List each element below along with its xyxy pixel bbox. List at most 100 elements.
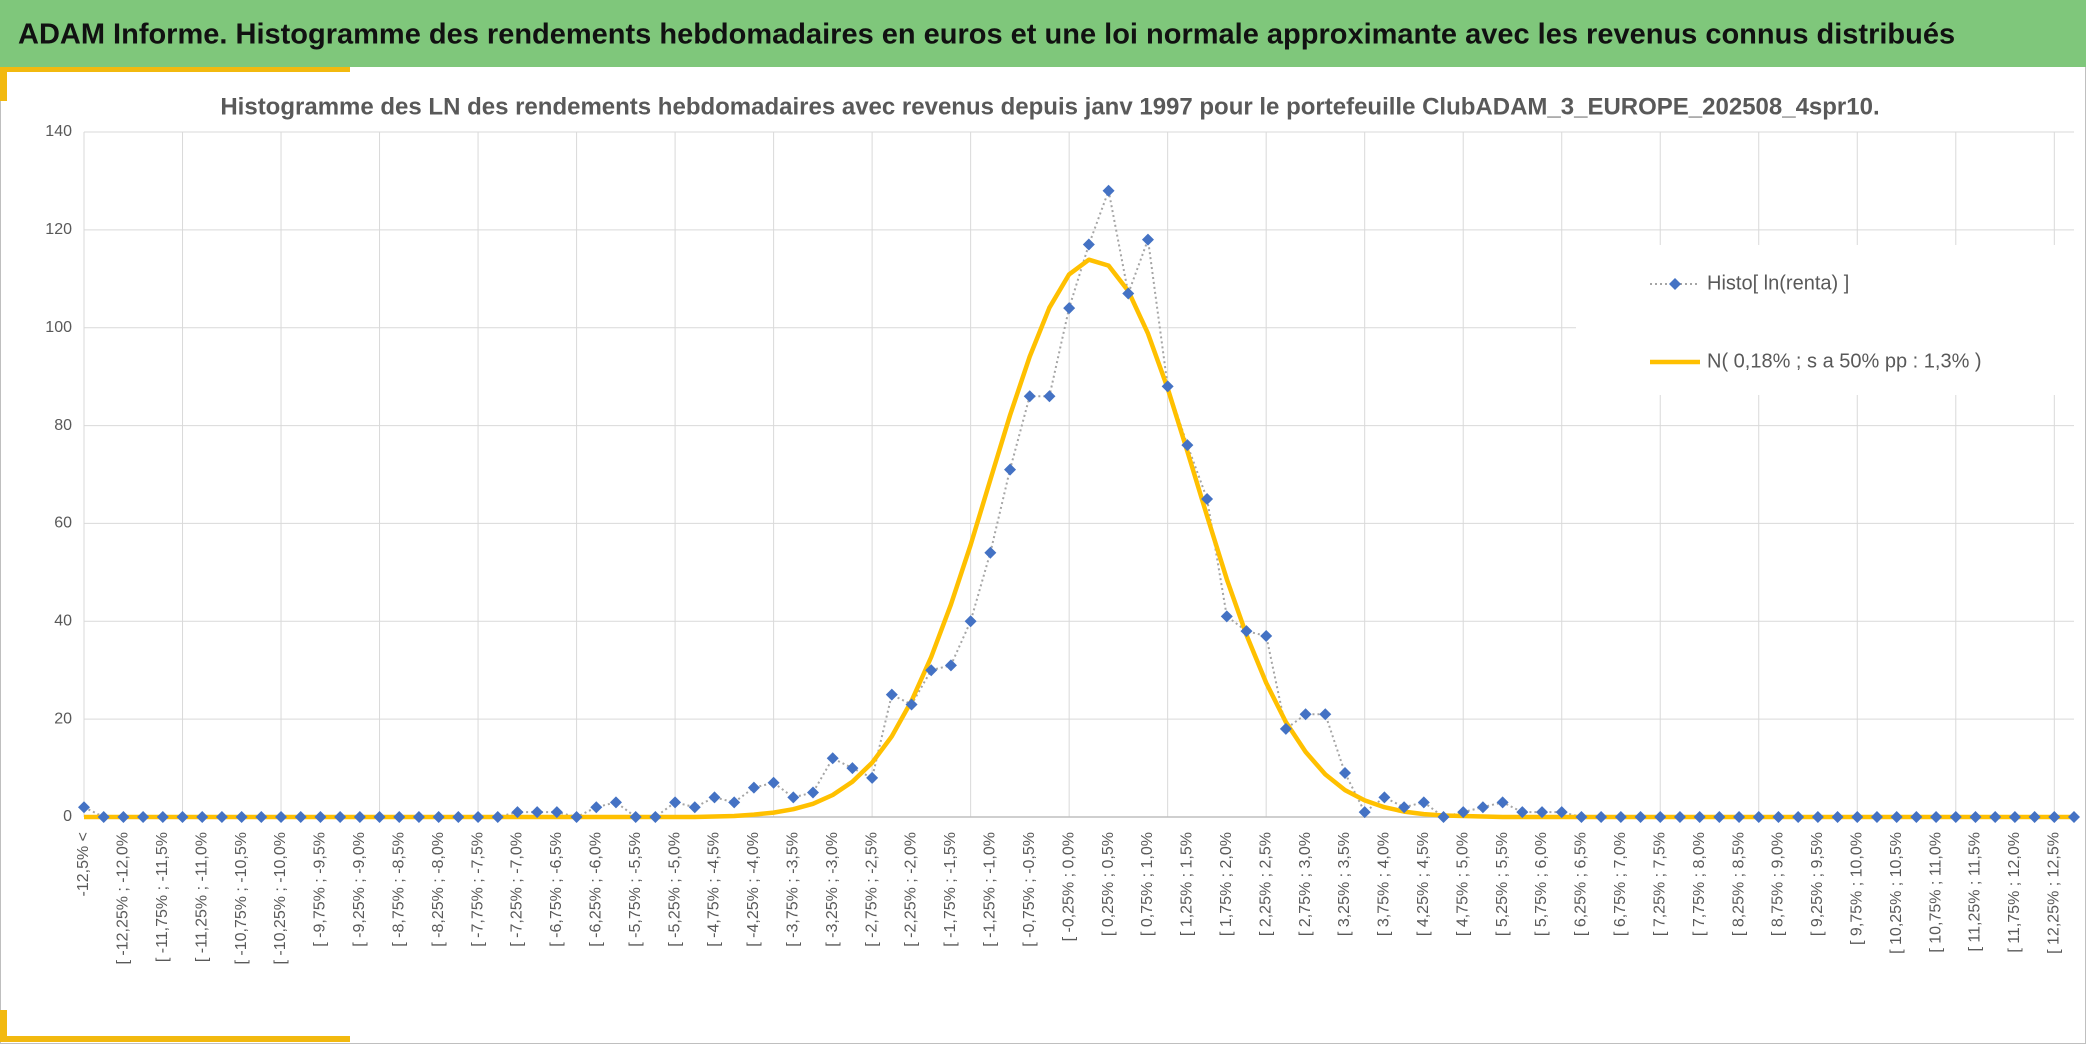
data-point: [964, 615, 977, 628]
data-point: [275, 811, 288, 823]
x-tick-label: [ 9,75% ; 10,0%: [1848, 832, 1865, 945]
y-tick-label: 20: [54, 710, 72, 727]
data-point: [117, 811, 130, 823]
x-tick-label: [ 2,75% ; 3,0%: [1297, 832, 1314, 936]
data-point: [747, 781, 760, 794]
y-tick-label: 0: [63, 808, 72, 825]
data-point: [78, 801, 90, 814]
data-point: [1930, 811, 1943, 823]
x-tick-label: [ 5,25% ; 5,5%: [1494, 832, 1511, 936]
data-point: [432, 811, 445, 823]
data-point: [156, 811, 169, 823]
data-point: [609, 796, 622, 809]
data-point: [1733, 811, 1746, 823]
data-point: [1437, 811, 1450, 823]
x-tick-label: [ 7,75% ; 8,0%: [1691, 832, 1708, 936]
x-tick-label: [ -3,25% ; -3,0%: [824, 832, 841, 947]
data-point: [176, 811, 189, 823]
data-point: [708, 791, 721, 804]
data-point: [905, 698, 918, 711]
x-tick-label: [ -10,75% ; -10,5%: [233, 832, 250, 965]
x-tick-label: [ -2,75% ; -2,5%: [863, 832, 880, 947]
data-point: [649, 811, 662, 823]
data-point: [215, 811, 228, 823]
data-point: [531, 806, 544, 819]
data-point: [2008, 811, 2021, 823]
data-point: [2028, 811, 2041, 823]
x-tick-label: [ -6,25% ; -6,0%: [587, 832, 604, 947]
data-point: [1890, 811, 1903, 823]
data-point: [1713, 811, 1726, 823]
data-point: [1043, 390, 1056, 403]
x-tick-label: [ -3,75% ; -3,5%: [785, 832, 802, 947]
x-tick-label: [ 6,75% ; 7,0%: [1612, 832, 1629, 936]
data-point: [235, 811, 248, 823]
data-point: [1575, 811, 1588, 823]
data-point: [688, 801, 701, 814]
data-point: [1319, 708, 1332, 721]
x-tick-label: [ 1,25% ; 1,5%: [1179, 832, 1196, 936]
data-point: [1693, 811, 1706, 823]
x-tick-label: [ 4,25% ; 4,5%: [1415, 832, 1432, 936]
data-point: [452, 811, 465, 823]
data-point: [137, 811, 150, 823]
x-tick-label: [ 8,25% ; 8,5%: [1730, 832, 1747, 936]
data-point: [570, 811, 583, 823]
data-point: [1358, 806, 1371, 819]
data-point: [1555, 806, 1568, 819]
data-point: [353, 811, 366, 823]
data-point: [1023, 390, 1036, 403]
data-point: [1181, 439, 1194, 452]
x-tick-label: [ 9,25% ; 9,5%: [1809, 832, 1826, 936]
grid: [83, 131, 2074, 818]
x-tick-label: [ 8,75% ; 9,0%: [1770, 832, 1787, 936]
data-point: [1063, 302, 1076, 315]
data-point: [1654, 811, 1667, 823]
x-tick-label: [ 10,25% ; 10,5%: [1888, 832, 1905, 954]
data-point: [1417, 796, 1430, 809]
data-point: [1201, 492, 1214, 505]
accent: [0, 1036, 350, 1042]
data-point: [728, 796, 741, 809]
plot: Histo[ ln(renta) ] N( 0,18% ; s a 50% pp …: [78, 184, 2080, 823]
data-point: [1536, 806, 1549, 819]
y-tick-label: 140: [45, 123, 72, 140]
x-tick-label: [ -2,25% ; -2,0%: [903, 832, 920, 947]
data-point: [866, 771, 879, 784]
data-point: [1634, 811, 1647, 823]
data-point: [1831, 811, 1844, 823]
data-point: [1004, 463, 1017, 476]
data-point: [590, 801, 603, 814]
x-tick-label: [ 11,75% ; 12,0%: [2006, 832, 2023, 953]
data-point: [1279, 722, 1292, 735]
data-point: [491, 811, 504, 823]
data-point: [255, 811, 268, 823]
data-point: [984, 546, 997, 559]
data-point: [1673, 811, 1686, 823]
data-point: [1299, 708, 1312, 721]
x-tick-label: [ 7,25% ; 7,5%: [1651, 832, 1668, 936]
page-title: ADAM Informe. Histogramme des rendements…: [18, 19, 1955, 51]
x-tick-label: [ 12,25% ; 12,5%: [2046, 832, 2063, 954]
data-point: [629, 811, 642, 823]
x-tick-label: [ 11,25% ; 11,5%: [1967, 832, 1984, 951]
x-tick-label: [ -7,75% ; -7,5%: [469, 832, 486, 947]
data-point: [373, 811, 386, 823]
x-tick-label: [ 5,75% ; 6,0%: [1533, 832, 1550, 936]
legend-marker: [1669, 278, 1681, 290]
data-point: [472, 811, 485, 823]
x-tick-label: -12,5% <: [75, 832, 92, 896]
data-point: [885, 688, 898, 701]
data-point: [1969, 811, 1982, 823]
data-point: [196, 811, 209, 823]
data-point: [294, 811, 307, 823]
y-tick-label: 60: [54, 515, 72, 532]
data-point: [1772, 811, 1785, 823]
data-point: [1161, 380, 1174, 393]
x-tick-label: [ -7,25% ; -7,0%: [509, 832, 526, 947]
x-tick-label: [ -0,75% ; -0,5%: [1021, 832, 1038, 947]
data-point: [1851, 811, 1864, 823]
data-point: [1870, 811, 1883, 823]
data-point: [1457, 806, 1470, 819]
x-tick-label: [ 2,25% ; 2,5%: [1257, 832, 1274, 936]
